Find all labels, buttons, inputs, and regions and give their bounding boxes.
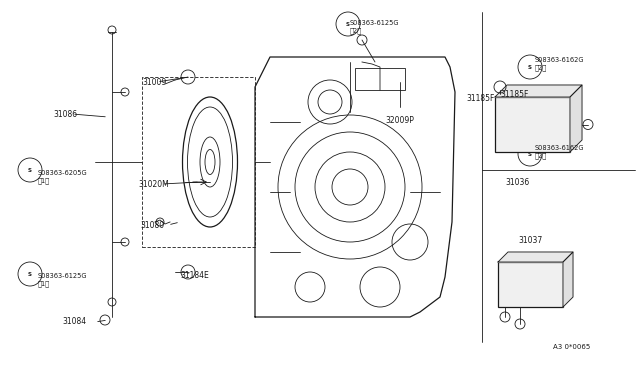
Text: 31020M: 31020M — [138, 180, 169, 189]
Text: 31080: 31080 — [140, 221, 164, 230]
Text: 31185F: 31185F — [467, 94, 495, 103]
Text: S08363-6162G
（2）: S08363-6162G （2） — [535, 57, 584, 71]
Text: 31036: 31036 — [505, 177, 529, 186]
Text: S: S — [28, 167, 32, 173]
Text: S08363-6125G
（2）: S08363-6125G （2） — [350, 20, 399, 34]
Text: 31086: 31086 — [53, 109, 77, 119]
Text: 31009: 31009 — [142, 77, 166, 87]
Text: S08363-6205G
（1）: S08363-6205G （1） — [38, 170, 88, 184]
Text: S08363-6125G
（1）: S08363-6125G （1） — [38, 273, 88, 287]
Text: 32009P: 32009P — [385, 115, 414, 125]
Text: 31037: 31037 — [518, 235, 542, 244]
Bar — [355, 68, 405, 90]
Polygon shape — [570, 85, 582, 152]
Text: 31184E: 31184E — [180, 272, 209, 280]
Text: 31084: 31084 — [62, 317, 86, 327]
Bar — [498, 262, 563, 307]
Bar — [495, 97, 570, 152]
Polygon shape — [563, 252, 573, 307]
Text: S: S — [528, 64, 532, 70]
Polygon shape — [498, 252, 573, 262]
Text: S: S — [346, 22, 350, 26]
Text: S08363-6162G
（2）: S08363-6162G （2） — [535, 145, 584, 159]
Text: S: S — [528, 151, 532, 157]
Polygon shape — [495, 85, 582, 97]
Text: A3 0*0065: A3 0*0065 — [553, 344, 590, 350]
Text: 31185F: 31185F — [500, 90, 529, 99]
Text: S: S — [28, 272, 32, 276]
